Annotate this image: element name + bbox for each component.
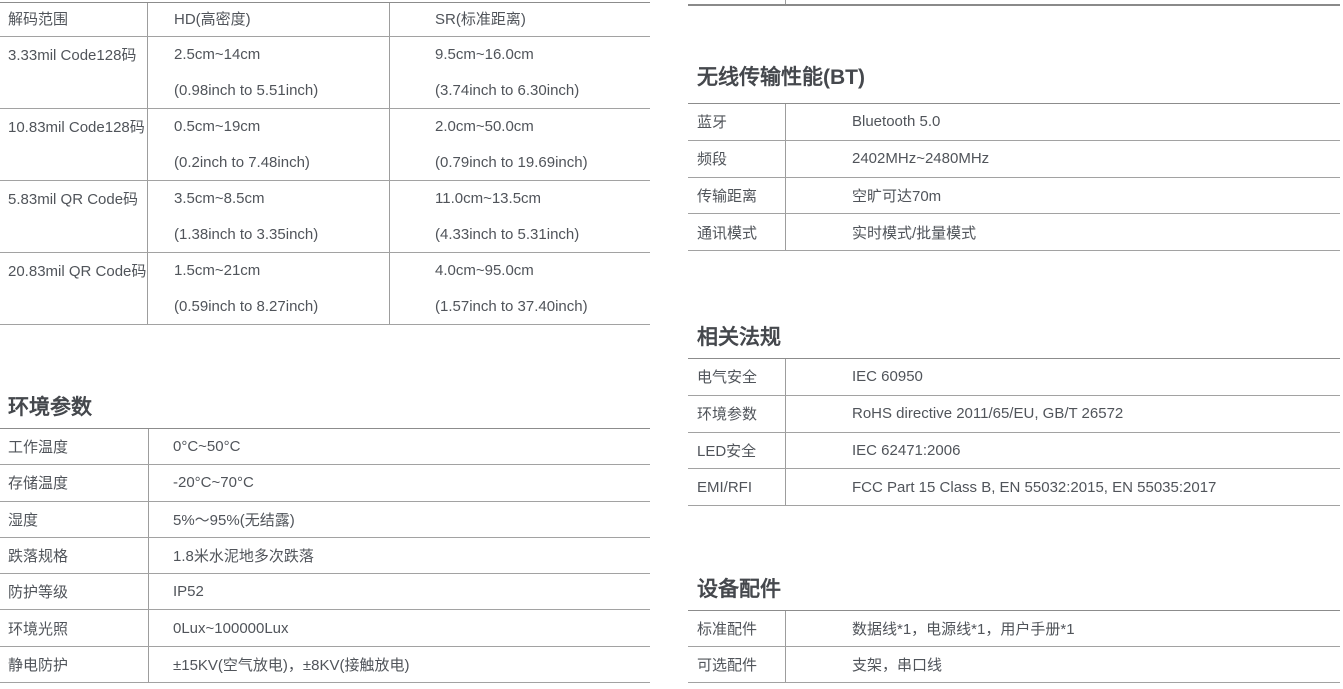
decode-hd-cell: 2.5cm~14cm (0.98inch to 5.51inch) — [148, 37, 390, 108]
table-row: 环境参数 RoHS directive 2011/65/EU, GB/T 265… — [688, 395, 1340, 433]
env-value: ±15KV(空气放电)，±8KV(接触放电) — [173, 656, 410, 674]
decode-sr-cell: 9.5cm~16.0cm (3.74inch to 6.30inch) — [390, 37, 650, 108]
decode-row-label: 5.83mil QR Code码 — [0, 181, 148, 252]
sr-range-cm: 9.5cm~16.0cm — [435, 46, 534, 63]
env-key: 跌落规格 — [0, 537, 149, 574]
env-value: 1.8米水泥地多次跌落 — [173, 548, 314, 566]
decode-header-sr: SR(标准距离) — [435, 11, 526, 28]
table-row: 工作温度 0°C~50°C — [0, 429, 650, 466]
table-row: LED安全 IEC 62471:2006 — [688, 432, 1340, 470]
regulation-value: IEC 62471:2006 — [852, 441, 961, 459]
table-row: 防护等级 IP52 — [0, 574, 650, 611]
environment-table: 工作温度 0°C~50°C 存储温度 -20°C~70°C 湿度 5%～95%(… — [0, 428, 650, 684]
hd-range-inch: (1.38inch to 3.35inch) — [174, 226, 319, 243]
table-row: 可选配件 支架，串口线 — [688, 647, 1340, 683]
hd-range-cm: 0.5cm~19cm — [174, 118, 261, 135]
regulation-value: FCC Part 15 Class B, EN 55032:2015, EN 5… — [852, 478, 1217, 496]
decode-sr-cell: 4.0cm~95.0cm (1.57inch to 37.40inch) — [390, 253, 650, 324]
table-row: 电气安全 IEC 60950 — [688, 359, 1340, 396]
sr-range-inch: (4.33inch to 5.31inch) — [435, 226, 580, 243]
decode-sr-cell: 11.0cm~13.5cm (4.33inch to 5.31inch) — [390, 181, 650, 252]
sr-range-inch: (1.57inch to 37.40inch) — [435, 298, 588, 315]
section-title-accessories: 设备配件 — [697, 578, 781, 601]
env-key: 环境光照 — [0, 610, 149, 646]
table-row: 跌落规格 1.8米水泥地多次跌落 — [0, 537, 650, 575]
decode-header-range: 解码范围 — [0, 3, 148, 36]
regulation-value: IEC 60950 — [852, 368, 923, 386]
sr-range-inch: (3.74inch to 6.30inch) — [435, 82, 580, 99]
sr-range-inch: (0.79inch to 19.69inch) — [435, 154, 588, 171]
sr-range-cm: 11.0cm~13.5cm — [435, 190, 542, 207]
section-title-wireless-bt: 无线传输性能(BT) — [697, 66, 865, 89]
table-row: 存储温度 -20°C~70°C — [0, 465, 650, 502]
bt-value: 2402MHz~2480MHz — [852, 150, 990, 168]
section-title-regulations: 相关法规 — [697, 326, 781, 349]
env-value: IP52 — [173, 583, 204, 601]
table-row: EMI/RFI FCC Part 15 Class B, EN 55032:20… — [688, 469, 1340, 506]
regulation-key: EMI/RFI — [688, 469, 786, 505]
accessory-value: 支架，串口线 — [852, 657, 943, 674]
env-key: 工作温度 — [0, 429, 149, 465]
decode-row-label: 3.33mil Code128码 — [0, 37, 148, 108]
decode-hd-cell: 1.5cm~21cm (0.59inch to 8.27inch) — [148, 253, 390, 324]
table-row: 5.83mil QR Code码 3.5cm~8.5cm (1.38inch t… — [0, 181, 650, 253]
hd-range-cm: 1.5cm~21cm — [174, 262, 261, 279]
bt-value: 实时模式/批量模式 — [852, 224, 977, 242]
sr-range-cm: 2.0cm~50.0cm — [435, 118, 534, 135]
accessory-key: 标准配件 — [688, 611, 786, 646]
table-row: 频段 2402MHz~2480MHz — [688, 140, 1340, 178]
accessory-key: 可选配件 — [688, 647, 786, 682]
table-row: 10.83mil Code128码 0.5cm~19cm (0.2inch to… — [0, 109, 650, 181]
regulations-table: 电气安全 IEC 60950 环境参数 RoHS directive 2011/… — [688, 358, 1340, 506]
hd-range-inch: (0.59inch to 8.27inch) — [174, 298, 319, 315]
bt-value: Bluetooth 5.0 — [852, 113, 941, 131]
hd-range-inch: (0.98inch to 5.51inch) — [174, 82, 319, 99]
decode-hd-cell: 0.5cm~19cm (0.2inch to 7.48inch) — [148, 109, 390, 180]
wireless-bt-table: 蓝牙 Bluetooth 5.0 频段 2402MHz~2480MHz 传输距离… — [688, 103, 1340, 251]
bt-key: 蓝牙 — [688, 104, 786, 140]
table-row: 蓝牙 Bluetooth 5.0 — [688, 104, 1340, 141]
regulation-value: RoHS directive 2011/65/EU, GB/T 26572 — [852, 405, 1124, 423]
accessory-value: 数据线*1，电源线*1，用户手册*1 — [852, 621, 1075, 638]
table-row: 静电防护 ±15KV(空气放电)，±8KV(接触放电) — [0, 646, 650, 684]
accessories-table: 标准配件 数据线*1，电源线*1，用户手册*1 可选配件 支架，串口线 — [688, 610, 1340, 683]
env-key: 防护等级 — [0, 574, 149, 610]
decode-row-label: 10.83mil Code128码 — [0, 109, 148, 180]
hd-range-cm: 3.5cm~8.5cm — [174, 190, 265, 207]
hd-range-cm: 2.5cm~14cm — [174, 46, 261, 63]
table-row: 20.83mil QR Code码 1.5cm~21cm (0.59inch t… — [0, 253, 650, 325]
table-row: 3.33mil Code128码 2.5cm~14cm (0.98inch to… — [0, 37, 650, 109]
env-value: -20°C~70°C — [173, 474, 254, 492]
table-row: 通讯模式 实时模式/批量模式 — [688, 214, 1340, 251]
section-title-environment: 环境参数 — [8, 396, 92, 419]
table-row: 传输距离 空旷可达70m — [688, 177, 1340, 215]
regulation-key: 环境参数 — [688, 395, 786, 432]
bt-key: 频段 — [688, 140, 786, 177]
bt-key: 传输距离 — [688, 177, 786, 214]
env-value: 0Lux~100000Lux — [173, 619, 289, 637]
env-value: 0°C~50°C — [173, 438, 241, 456]
bt-key: 通讯模式 — [688, 214, 786, 250]
decode-row-label: 20.83mil QR Code码 — [0, 253, 148, 324]
env-key: 静电防护 — [0, 646, 149, 683]
table-row: 标准配件 数据线*1，电源线*1，用户手册*1 — [688, 611, 1340, 647]
regulation-key: LED安全 — [688, 432, 786, 469]
sr-range-cm: 4.0cm~95.0cm — [435, 262, 534, 279]
cutoff-table-bottom-edge — [688, 0, 1340, 6]
env-key: 存储温度 — [0, 465, 149, 501]
regulation-key: 电气安全 — [688, 359, 786, 395]
env-value: 5%～95%(无结露) — [173, 511, 295, 529]
hd-range-inch: (0.2inch to 7.48inch) — [174, 154, 310, 171]
decode-table-header: 解码范围 HD(高密度) SR(标准距离) — [0, 3, 650, 37]
decode-range-table: 解码范围 HD(高密度) SR(标准距离) 3.33mil Code128码 2… — [0, 2, 650, 325]
decode-sr-cell: 2.0cm~50.0cm (0.79inch to 19.69inch) — [390, 109, 650, 180]
decode-hd-cell: 3.5cm~8.5cm (1.38inch to 3.35inch) — [148, 181, 390, 252]
bt-value: 空旷可达70m — [852, 187, 942, 205]
cutoff-table-column-divider — [785, 0, 786, 4]
env-key: 湿度 — [0, 501, 149, 537]
decode-header-hd: HD(高密度) — [148, 3, 390, 36]
table-row: 湿度 5%～95%(无结露) — [0, 501, 650, 538]
table-row: 环境光照 0Lux~100000Lux — [0, 610, 650, 647]
